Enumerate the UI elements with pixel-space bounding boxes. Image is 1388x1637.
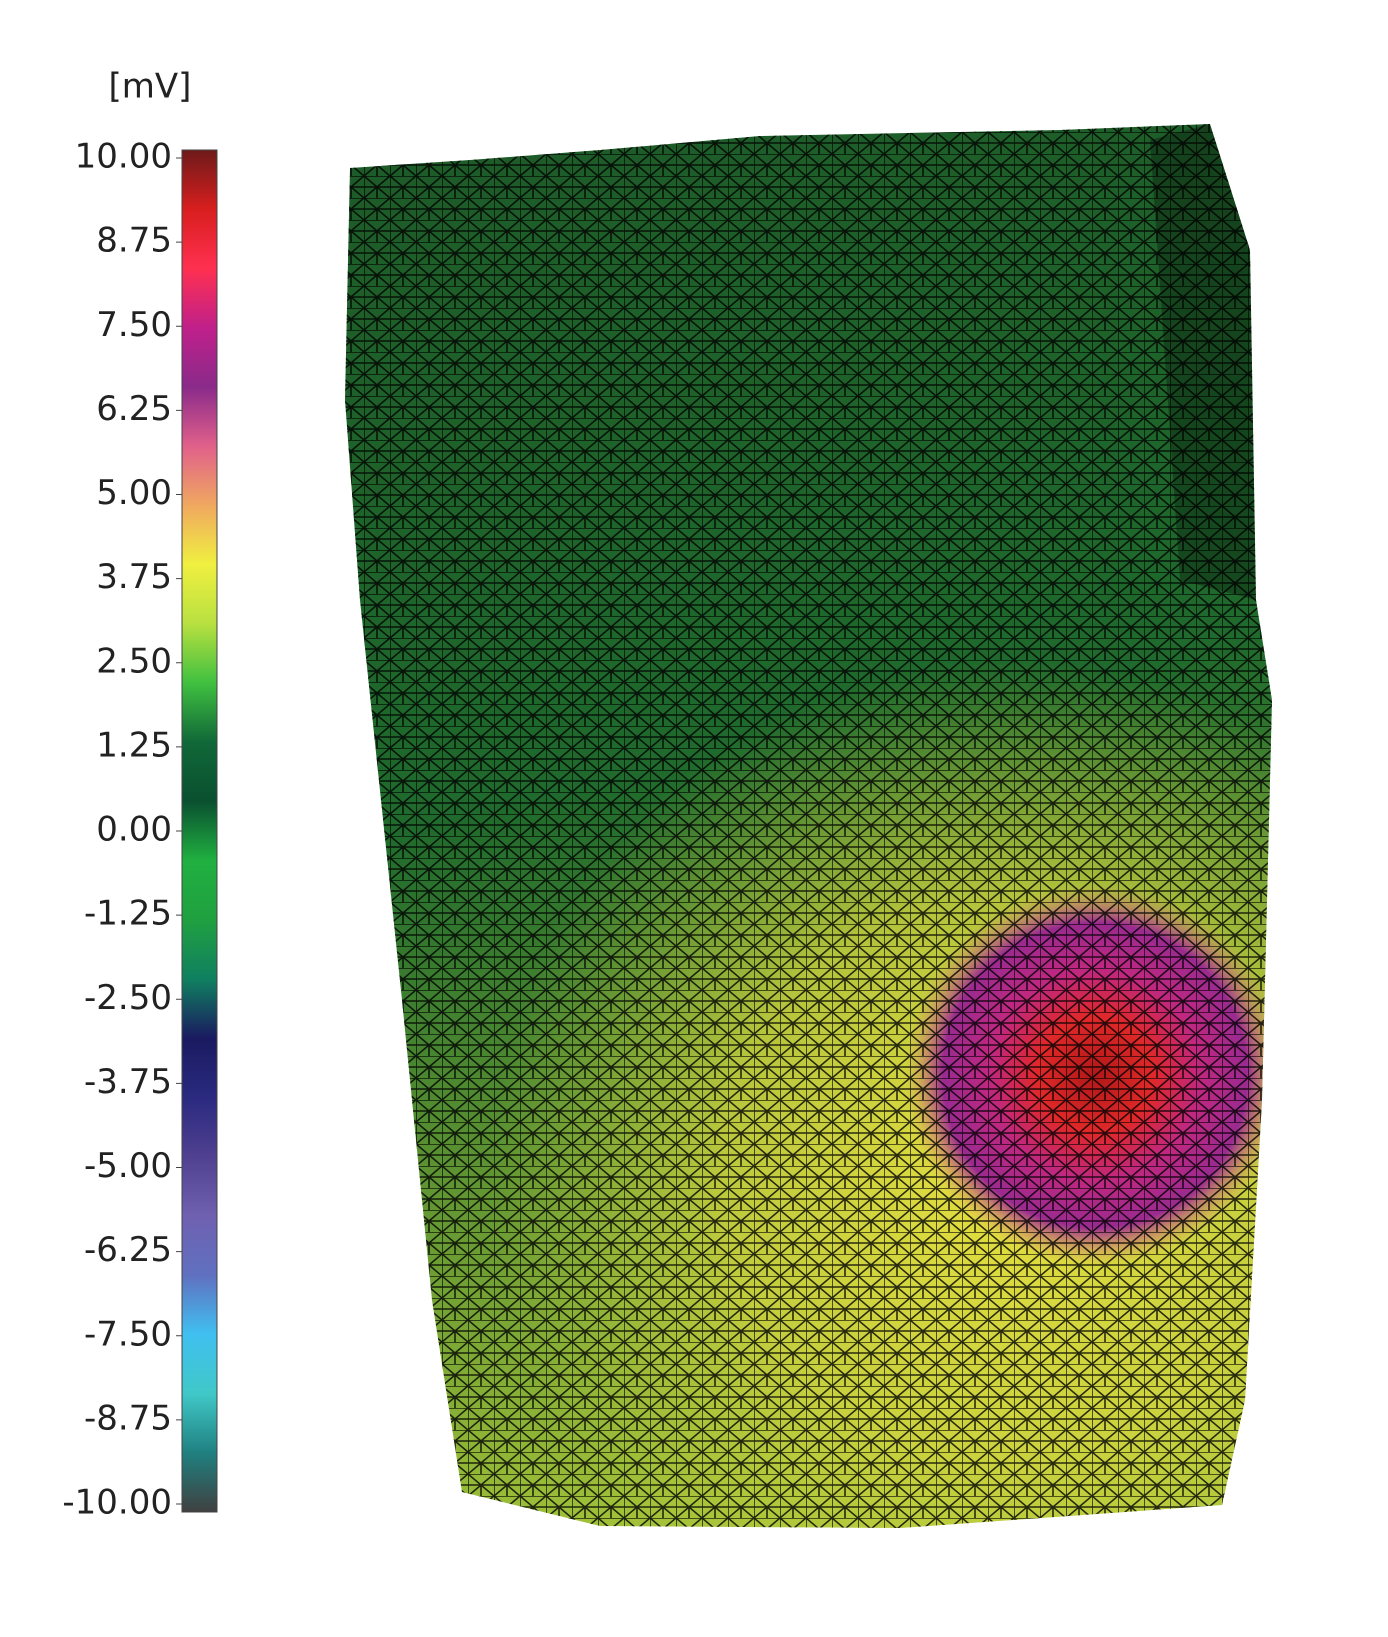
colorbar-label: [mV] [109, 67, 192, 107]
tick-label: 1.25 [96, 725, 172, 765]
tick-label: -1.25 [84, 894, 172, 934]
colorbar [181, 149, 218, 1513]
tick-label: -6.25 [84, 1230, 172, 1270]
tick-label: 2.50 [96, 641, 172, 681]
tick-label: -5.00 [84, 1146, 172, 1186]
tick-label: 8.75 [96, 221, 172, 261]
tick-label: -7.50 [84, 1314, 172, 1354]
tick-label: 0.00 [96, 810, 172, 850]
tick-label: 3.75 [96, 557, 172, 597]
tick-label: 5.00 [96, 473, 172, 513]
tick-label: 10.00 [75, 137, 172, 177]
tick-label: -8.75 [84, 1398, 172, 1438]
tick-label: -2.50 [84, 978, 172, 1018]
tick-label: 7.50 [96, 305, 172, 345]
mesh-surface [345, 124, 1272, 1528]
tick-label: -10.00 [62, 1483, 172, 1523]
tick-label: 6.25 [96, 389, 172, 429]
tick-label: -3.75 [84, 1062, 172, 1102]
